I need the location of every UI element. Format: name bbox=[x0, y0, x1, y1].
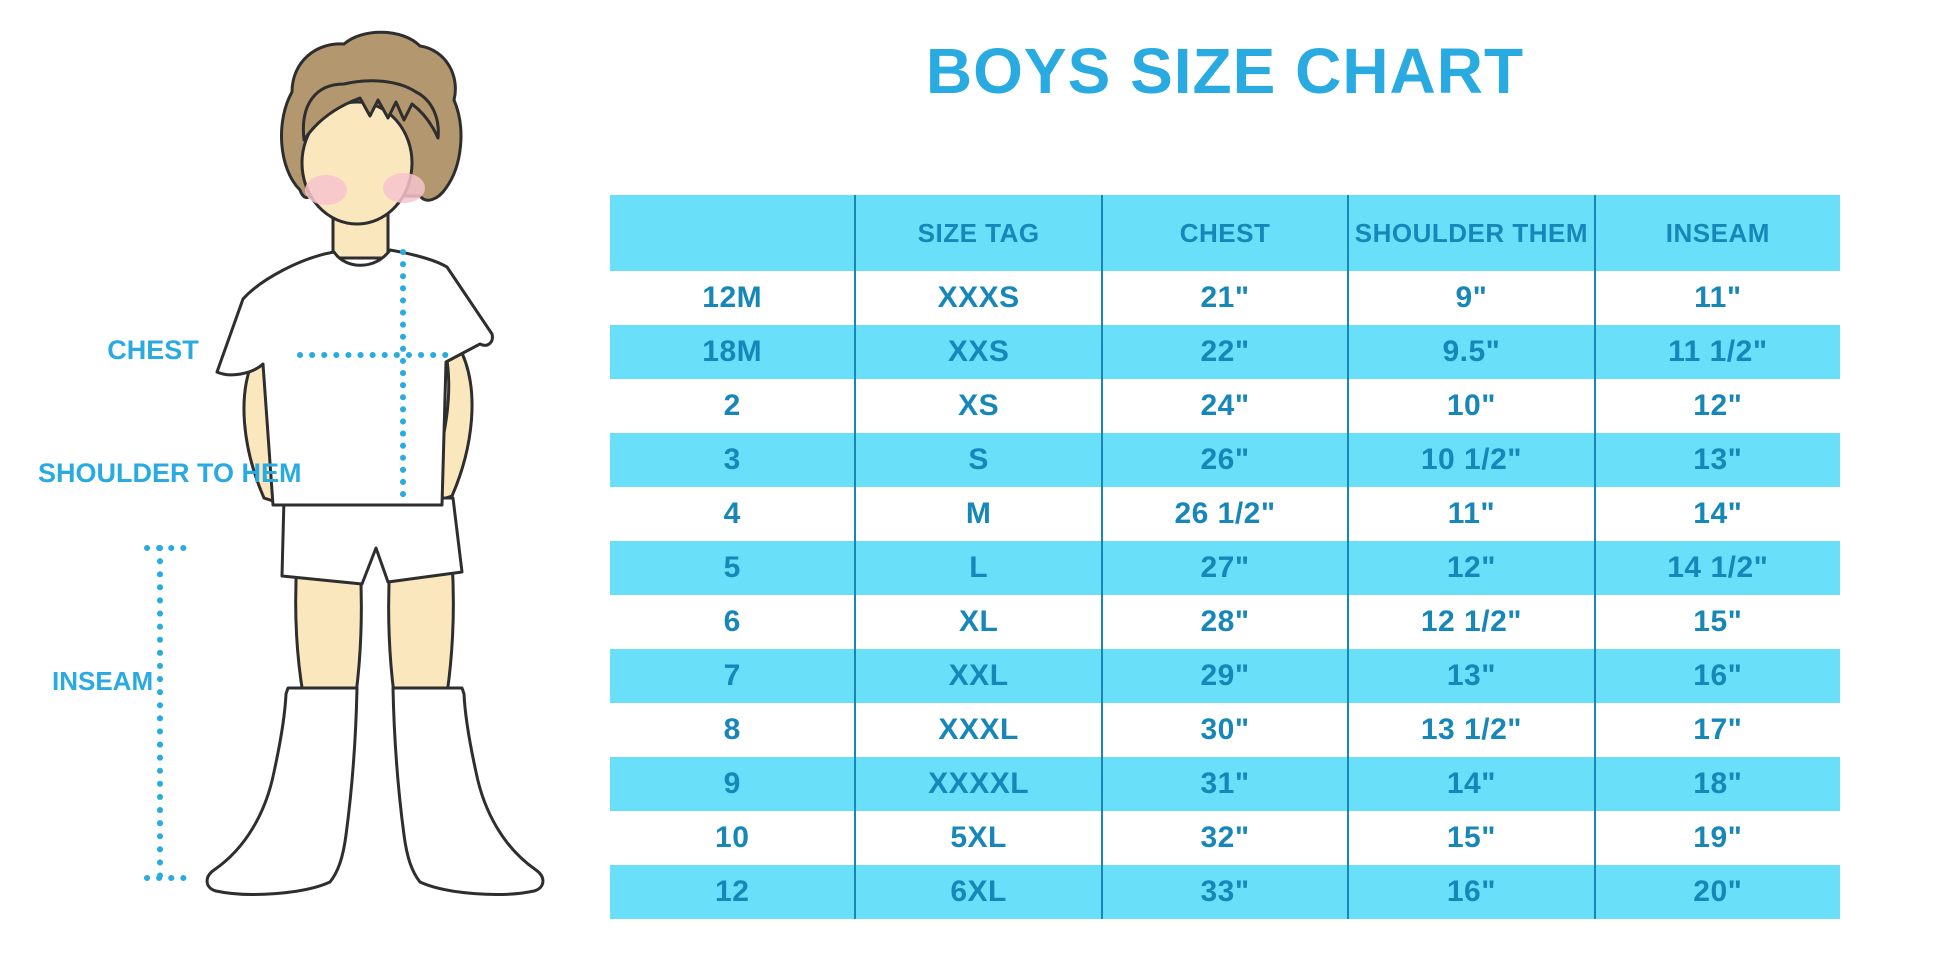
table-cell: XXXL bbox=[856, 703, 1103, 757]
table-cell: 16" bbox=[1693, 659, 1743, 692]
hair-bangs bbox=[301, 79, 440, 142]
table-cell: 18M bbox=[610, 325, 857, 379]
table-row: 12M XXXS 21" 9" 11" bbox=[610, 271, 1840, 325]
page-title: BOYS SIZE CHART bbox=[925, 35, 1525, 107]
table-cell: 13" bbox=[1349, 649, 1596, 703]
header-cell-chest: CHEST bbox=[1103, 195, 1350, 271]
table-cell: 14 1/2" bbox=[1667, 551, 1769, 584]
table-cell: 22" bbox=[1103, 325, 1350, 379]
table-row: 9 XXXXL 31" 14" 18" bbox=[610, 757, 1840, 811]
table-cell: 4 bbox=[610, 487, 857, 541]
table-cell: 17" bbox=[1693, 713, 1743, 746]
t-shirt bbox=[215, 248, 494, 507]
header-cell-shoulder-them: SHOULDER THEM bbox=[1349, 195, 1596, 271]
table-row: 4 M 26 1/2" 11" 14" bbox=[610, 487, 1840, 541]
table-cell: 12 1/2" bbox=[1349, 595, 1596, 649]
table-cell: XXL bbox=[856, 649, 1103, 703]
table-cell: 33" bbox=[1103, 865, 1350, 919]
table-cell: 2 bbox=[610, 379, 857, 433]
cheek-right bbox=[383, 173, 425, 203]
table-cell: 30" bbox=[1103, 703, 1350, 757]
table-row: 6 XL 28" 12 1/2" 15" bbox=[610, 595, 1840, 649]
table-cell: 15" bbox=[1349, 811, 1596, 865]
table-cell: 9 bbox=[610, 757, 857, 811]
shoulder-to-hem-label: SHOULDER TO HEM bbox=[38, 458, 302, 488]
size-table: SIZE TAG CHEST SHOULDER THEM INSEAM 12M X… bbox=[610, 195, 1840, 919]
shorts bbox=[280, 496, 464, 586]
table-cell: 15" bbox=[1693, 605, 1743, 638]
table-cell: 32" bbox=[1103, 811, 1350, 865]
table-cell: 18" bbox=[1693, 767, 1743, 800]
table-cell: 20" bbox=[1693, 875, 1743, 908]
table-cell: L bbox=[856, 541, 1103, 595]
table-cell: 21" bbox=[1103, 271, 1350, 325]
table-cell: 13" bbox=[1693, 443, 1743, 476]
table-cell: 27" bbox=[1103, 541, 1350, 595]
size-table-header: SIZE TAG CHEST SHOULDER THEM INSEAM bbox=[610, 195, 1840, 271]
table-row: 12 6XL 33" 16" 20" bbox=[610, 865, 1840, 919]
table-cell: 19" bbox=[1693, 821, 1743, 854]
table-row: 5 L 27" 12" 14 1/2" bbox=[610, 541, 1840, 595]
table-cell: S bbox=[856, 433, 1103, 487]
table-cell: 9.5" bbox=[1349, 325, 1596, 379]
table-cell: 11" bbox=[1694, 281, 1742, 314]
table-cell: 13 1/2" bbox=[1349, 703, 1596, 757]
table-cell: XXXS bbox=[856, 271, 1103, 325]
table-cell: 12" bbox=[1693, 389, 1743, 422]
table-row: 3 S 26" 10 1/2" 13" bbox=[610, 433, 1840, 487]
table-cell: 8 bbox=[610, 703, 857, 757]
table-cell: 11" bbox=[1349, 487, 1596, 541]
boy-measurement-illustration bbox=[144, 30, 545, 896]
table-cell: 28" bbox=[1103, 595, 1350, 649]
cheek-left bbox=[305, 175, 347, 205]
table-cell: 3 bbox=[610, 433, 857, 487]
table-cell: 6 bbox=[610, 595, 857, 649]
table-cell: 24" bbox=[1103, 379, 1350, 433]
table-cell: 29" bbox=[1103, 649, 1350, 703]
table-cell: 12M bbox=[610, 271, 857, 325]
table-cell: 14" bbox=[1349, 757, 1596, 811]
table-cell: 31" bbox=[1103, 757, 1350, 811]
table-cell: 10" bbox=[1349, 379, 1596, 433]
table-cell: XL bbox=[856, 595, 1103, 649]
table-cell: 10 bbox=[610, 811, 857, 865]
table-cell: XXS bbox=[856, 325, 1103, 379]
table-row: 2 XS 24" 10" 12" bbox=[610, 379, 1840, 433]
table-row: 7 XXL 29" 13" 16" bbox=[610, 649, 1840, 703]
table-cell: 7 bbox=[610, 649, 857, 703]
header-cell-blank bbox=[610, 195, 857, 271]
sock-right bbox=[391, 686, 545, 896]
size-table-body: 12M XXXS 21" 9" 11" 18M XXS 22" 9.5" 11 1/2" 2 XS 24… bbox=[610, 271, 1840, 919]
header-cell-size-tag: SIZE TAG bbox=[856, 195, 1103, 271]
table-cell: M bbox=[856, 487, 1103, 541]
table-row: 10 5XL 32" 15" 19" bbox=[610, 811, 1840, 865]
table-row: 18M XXS 22" 9.5" 11 1/2" bbox=[610, 325, 1840, 379]
table-cell: 16" bbox=[1349, 865, 1596, 919]
table-cell: 12" bbox=[1349, 541, 1596, 595]
chest-label: CHEST bbox=[107, 335, 199, 365]
sock-left bbox=[205, 686, 359, 896]
table-cell: 9" bbox=[1349, 271, 1596, 325]
table-cell: 26 1/2" bbox=[1103, 487, 1350, 541]
table-row: 8 XXXL 30" 13 1/2" 17" bbox=[610, 703, 1840, 757]
table-cell: 26" bbox=[1103, 433, 1350, 487]
table-cell: 5XL bbox=[856, 811, 1103, 865]
table-cell: 11 1/2" bbox=[1668, 335, 1768, 368]
header-cell-inseam: INSEAM bbox=[1665, 217, 1770, 248]
inseam-label: INSEAM bbox=[52, 666, 154, 696]
table-cell: 6XL bbox=[856, 865, 1103, 919]
table-cell: 12 bbox=[610, 865, 857, 919]
table-cell: 5 bbox=[610, 541, 857, 595]
table-cell: XS bbox=[856, 379, 1103, 433]
table-cell: XXXXL bbox=[856, 757, 1103, 811]
table-cell: 10 1/2" bbox=[1349, 433, 1596, 487]
table-cell: 14" bbox=[1693, 497, 1743, 530]
